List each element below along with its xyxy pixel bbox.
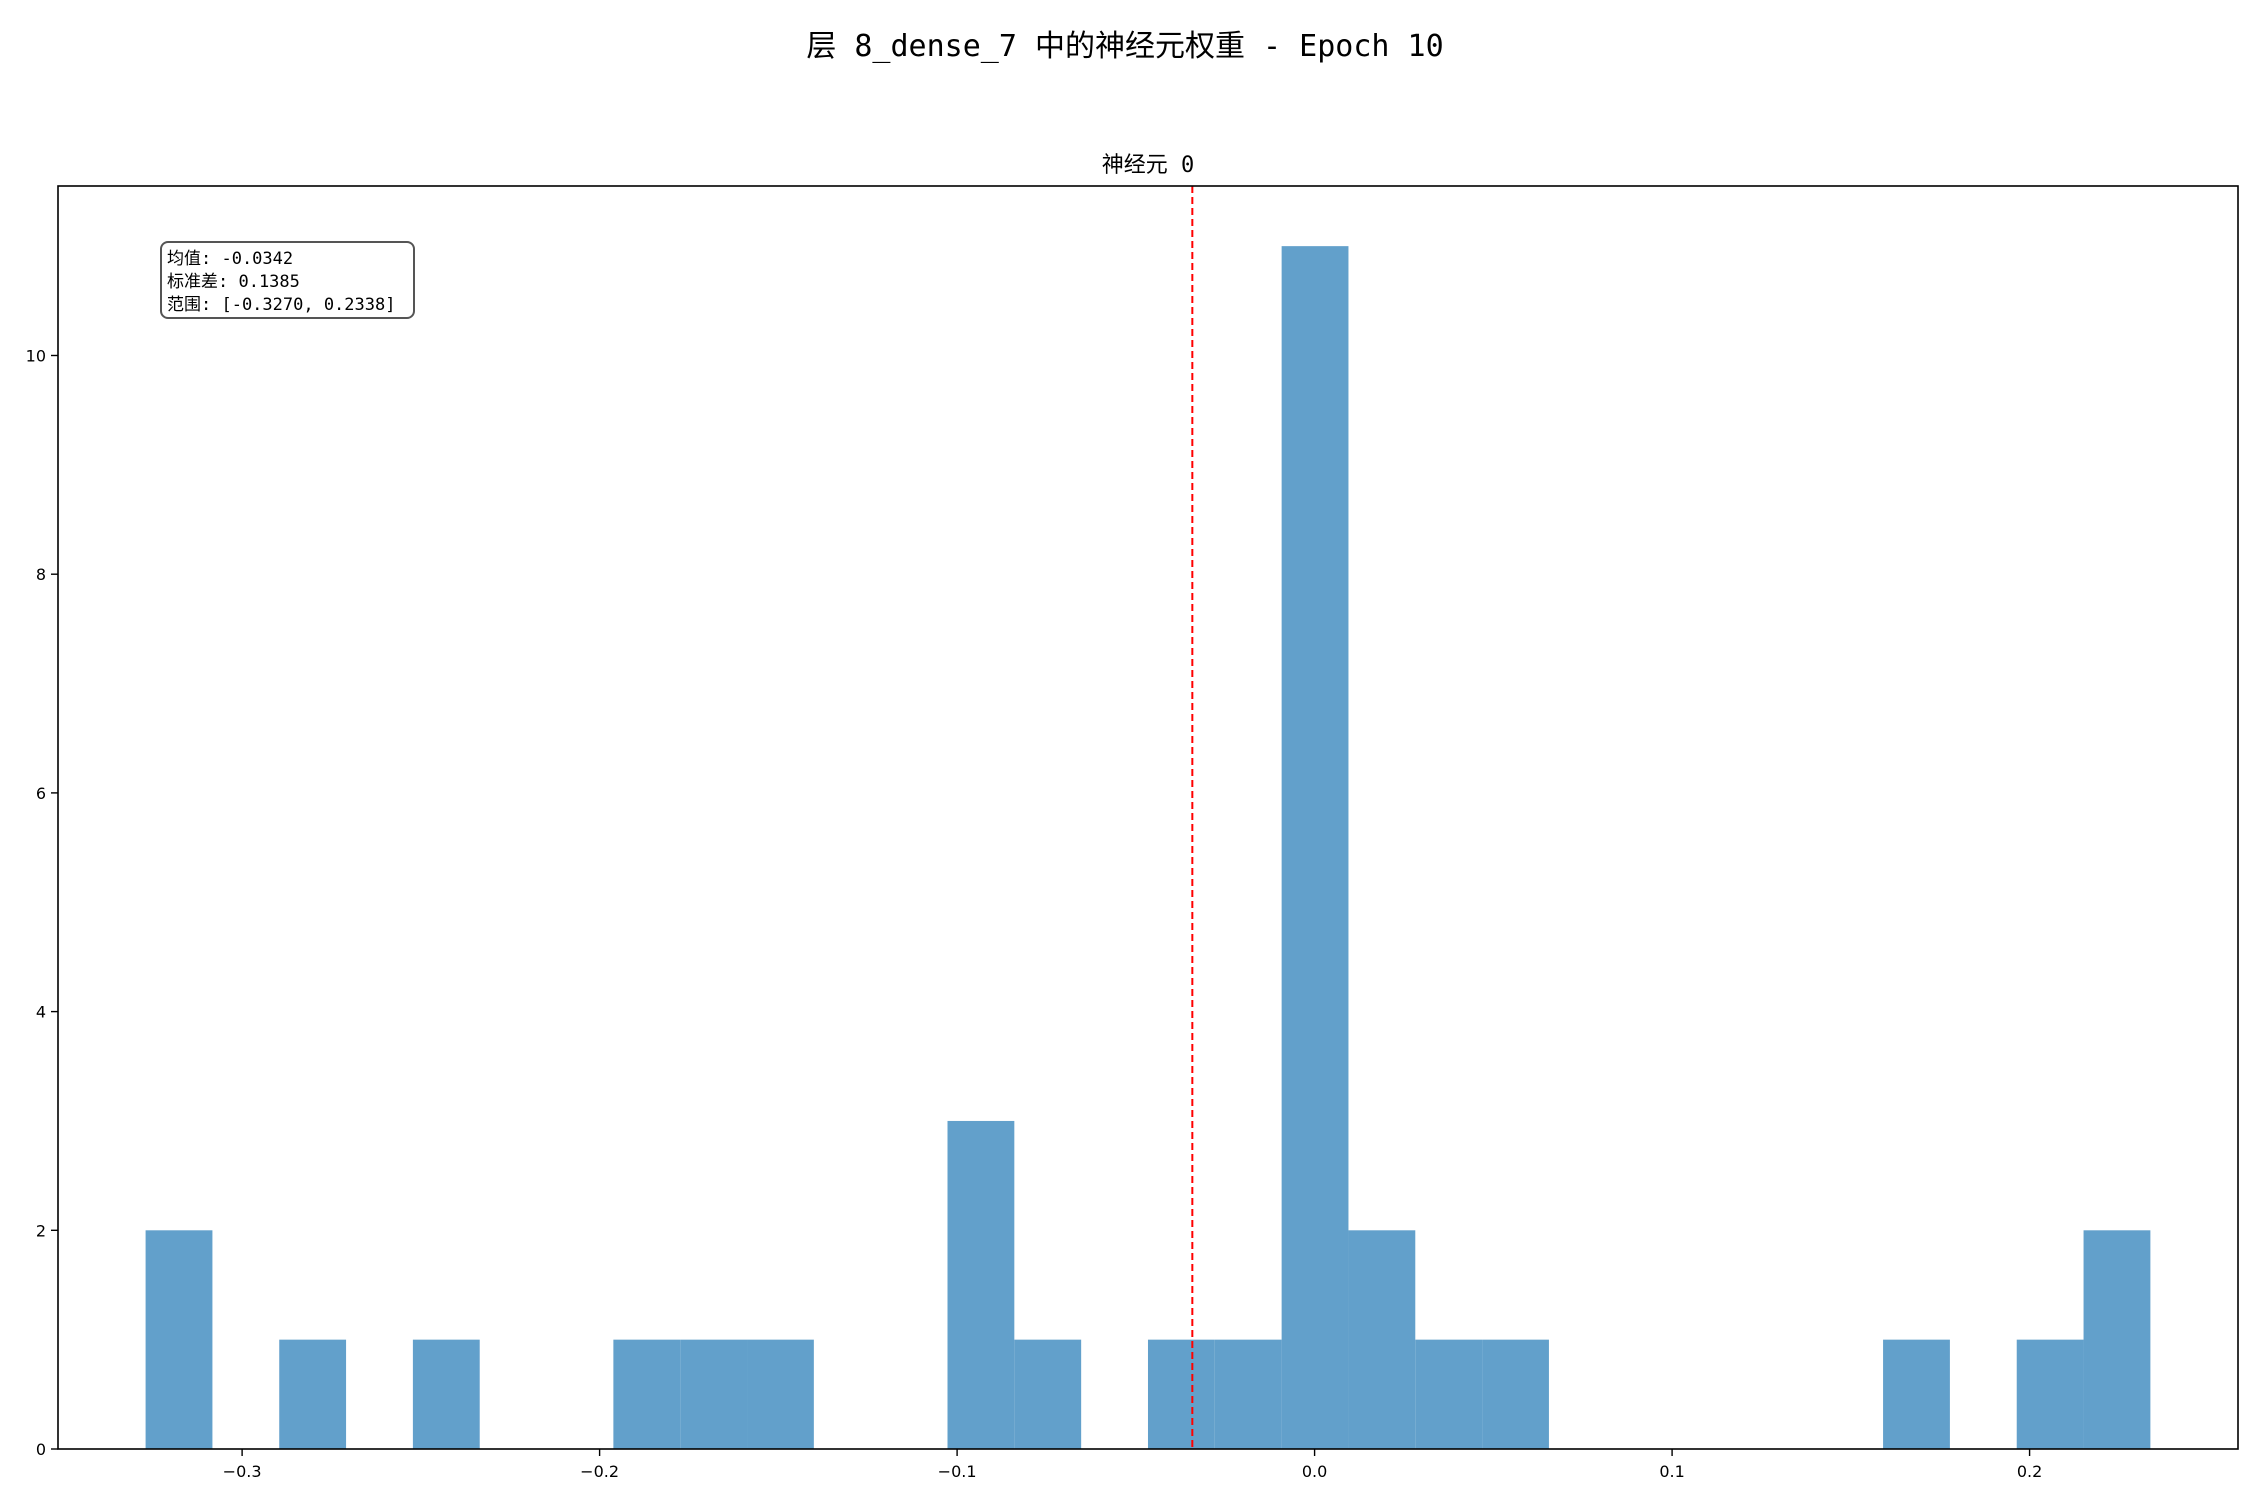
- stats-mean-text: 均值: -0.0342: [167, 249, 293, 269]
- histogram-bar: [680, 1339, 748, 1449]
- x-tick-label: 0.1: [1659, 1462, 1684, 1481]
- x-tick-label: −0.2: [580, 1462, 619, 1481]
- histogram-bar: [1482, 1339, 1549, 1449]
- histogram-bar: [1415, 1339, 1483, 1449]
- y-tick-label: 4: [36, 1003, 46, 1022]
- plot-background: [58, 186, 2238, 1449]
- y-tick-label: 6: [36, 784, 46, 803]
- stats-box: 均值: -0.0342 标准差: 0.1385 范围: [-0.3270, 0.…: [160, 241, 415, 319]
- histogram-bar: [1281, 246, 1349, 1449]
- histogram-bar: [2083, 1230, 2151, 1449]
- histogram-bar: [1014, 1339, 1082, 1449]
- x-axis: −0.3 −0.2 −0.1 0.0 0.1 0.2: [223, 1449, 2042, 1481]
- y-axis: 0 2 4 6 8 10: [26, 346, 58, 1459]
- histogram-bar: [279, 1339, 347, 1449]
- stats-box-frame: [160, 241, 415, 319]
- x-tick-label: −0.3: [223, 1462, 262, 1481]
- stats-std-text: 标准差: 0.1385: [167, 272, 300, 292]
- histogram-bar: [2016, 1339, 2084, 1449]
- histogram-bar: [613, 1339, 681, 1449]
- plot-area: 均值: -0.0342 标准差: 0.1385 范围: [-0.3270, 0.…: [57, 185, 2239, 1450]
- histogram-bar: [947, 1120, 1015, 1449]
- histogram-bars: [145, 246, 2151, 1449]
- axes-title: 神经元 0: [1102, 153, 1195, 178]
- stats-range-text: 范围: [-0.3270, 0.2338]: [167, 295, 395, 315]
- histogram-bar: [412, 1339, 480, 1449]
- histogram-bar: [1348, 1230, 1416, 1449]
- histogram-bar: [1147, 1339, 1215, 1449]
- histogram-bar: [1214, 1339, 1282, 1449]
- y-tick-label: 8: [36, 565, 46, 584]
- x-tick-label: 0.2: [2017, 1462, 2042, 1481]
- x-tick-label: 0.0: [1302, 1462, 1327, 1481]
- histogram-bar: [145, 1230, 213, 1449]
- x-tick-label: −0.1: [938, 1462, 977, 1481]
- plot-frame: [57, 185, 2239, 1450]
- figure-suptitle: 层 8_dense_7 中的神经元权重 - Epoch 10: [806, 29, 1443, 64]
- y-tick-label: 0: [36, 1440, 46, 1459]
- histogram-bar: [747, 1339, 814, 1449]
- y-tick-label: 2: [36, 1221, 46, 1240]
- histogram-bar: [1883, 1339, 1950, 1449]
- y-tick-label: 10: [26, 346, 46, 365]
